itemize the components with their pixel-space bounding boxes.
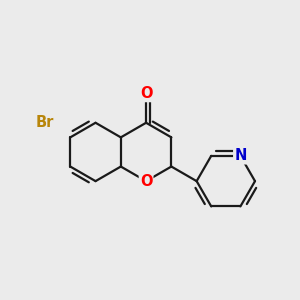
Text: Br: Br [36,115,54,130]
Text: O: O [140,86,152,101]
Text: N: N [234,148,247,164]
Text: O: O [140,174,152,189]
